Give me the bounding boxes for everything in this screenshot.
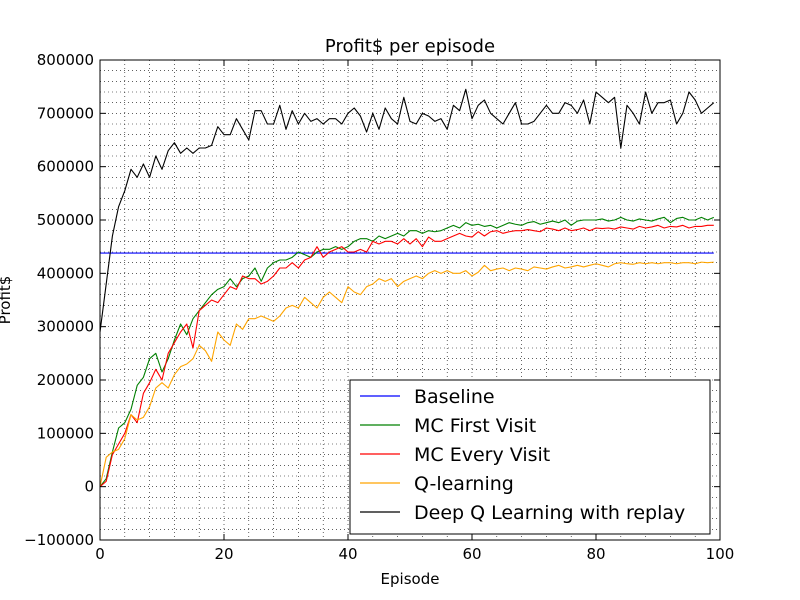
y-tick-label: 200000 bbox=[37, 371, 94, 389]
x-tick-label: 40 bbox=[338, 545, 357, 563]
y-tick-label: 400000 bbox=[37, 264, 94, 282]
legend-box bbox=[349, 379, 711, 535]
legend-label-baseline: Baseline bbox=[414, 386, 495, 408]
series-line-deep-q-learning-with-replay bbox=[99, 88, 715, 333]
legend-label-mc-first-visit: MC First Visit bbox=[414, 415, 536, 437]
axis-ticks: 0 20 40 60 80 100−100000010000020000030000040… bbox=[24, 51, 734, 563]
y-tick-label: −100000 bbox=[24, 531, 94, 549]
y-tick-label: 700000 bbox=[37, 104, 94, 122]
chart-title: Profit$ per episode bbox=[325, 36, 495, 57]
plot-frame bbox=[99, 59, 721, 541]
y-tick-label: 100000 bbox=[37, 424, 94, 442]
plot-lines bbox=[99, 88, 715, 488]
x-axis-label: Episode bbox=[381, 570, 440, 588]
legend: Baseline MC First Visit MC Every Visit Q-le… bbox=[349, 379, 711, 535]
y-axis-label: Profit$ bbox=[0, 276, 14, 325]
y-tick-label: 300000 bbox=[37, 318, 94, 336]
y-tick-label: 600000 bbox=[37, 158, 94, 176]
legend-label-q-learning: Q-learning bbox=[414, 473, 514, 495]
x-tick-label: 100 bbox=[706, 545, 735, 563]
legend-label-mc-every-visit: MC Every Visit bbox=[414, 444, 550, 466]
x-tick-label: 60 bbox=[462, 545, 481, 563]
y-tick-label: 800000 bbox=[37, 51, 94, 69]
series-line-mc-every-visit bbox=[99, 224, 714, 488]
legend-label-deep-q-learning-with-replay: Deep Q Learning with replay bbox=[414, 502, 685, 524]
series-line-q-learning bbox=[99, 261, 714, 487]
x-tick-label: 80 bbox=[586, 545, 605, 563]
x-tick-label: 20 bbox=[214, 545, 233, 563]
y-tick-label: 500000 bbox=[37, 211, 94, 229]
series-line-mc-first-visit bbox=[99, 216, 715, 488]
y-tick-label: 0 bbox=[84, 478, 94, 496]
x-tick-label: 0 bbox=[95, 545, 105, 563]
